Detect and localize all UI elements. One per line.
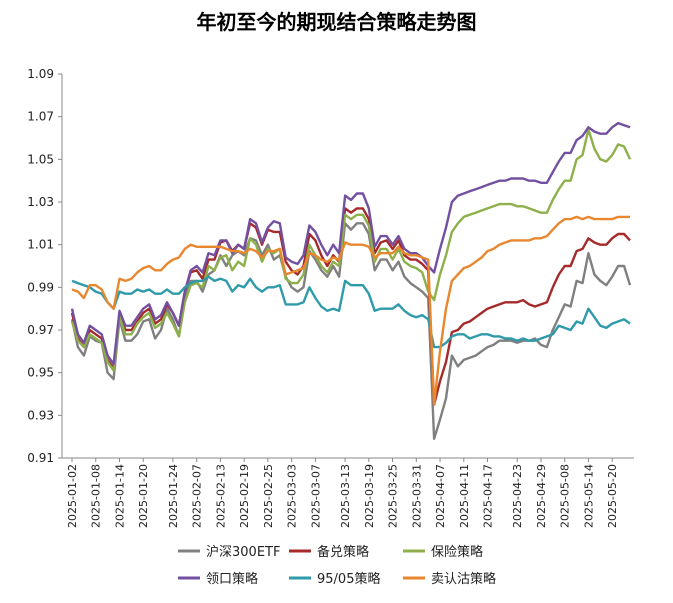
x-tick-label: 2025-01-20 [137,464,150,528]
x-tick-label: 2025-03-13 [339,464,352,528]
legend-label: 备兑策略 [317,544,369,560]
x-tick-label: 2025-01-24 [167,464,180,528]
series-line-3 [70,128,632,372]
y-tick-label: 0.91 [27,451,54,465]
y-tick-label: 1.05 [27,152,54,166]
x-tick-label: 2025-04-11 [458,464,471,528]
x-tick-label: 2025-02-13 [214,464,227,528]
y-tick-label: 1.01 [27,238,54,252]
series-line-4 [70,121,631,366]
y-tick-label: 0.99 [27,280,54,294]
x-tick-label: 2025-02-19 [238,464,251,528]
x-tick-label: 2025-03-03 [286,464,299,528]
chart-title: 年初至今的期现结合策略走势图 [196,10,477,34]
chart-series-lines [70,121,632,440]
y-tick-label: 1.03 [27,195,54,209]
legend-label: 沪深300ETF [206,544,280,560]
series-line-6 [71,215,630,406]
x-tick-label: 2025-01-08 [90,464,103,528]
x-tick-label: 2025-03-25 [387,464,400,528]
x-tick-label: 2025-04-17 [482,464,495,528]
x-tick-label: 2025-04-07 [434,464,447,528]
x-tick-label: 2025-04-23 [511,464,524,528]
y-tick-label: 0.97 [27,323,54,337]
y-tick-label: 1.09 [27,67,54,81]
x-tick-label: 2025-01-14 [113,464,126,528]
x-tick-label: 2025-05-20 [606,464,619,528]
x-tick-label: 2025-05-14 [582,464,595,528]
x-tick-label: 2025-03-07 [309,464,322,528]
y-tick-label: 1.07 [27,110,54,124]
x-tick-label: 2025-05-08 [559,464,572,528]
series-line-2 [70,207,631,406]
x-tick-label: 2025-03-19 [363,464,376,528]
legend-label: 95/05策略 [317,571,380,587]
y-tick-label: 0.95 [27,366,54,380]
x-tick-label: 2025-02-07 [191,464,204,528]
series-line-1 [70,222,632,440]
series-line-5 [71,275,631,349]
x-tick-label: 2025-02-25 [262,464,275,528]
x-tick-label: 2025-04-29 [535,464,548,528]
legend-label: 卖认沽策略 [431,571,496,587]
x-tick-label: 2025-01-02 [66,464,79,528]
legend-label: 领口策略 [206,571,258,587]
y-tick-label: 0.93 [27,408,54,422]
chart-axes: 0.91 0.93 0.95 0.97 0.99 1.01 1.03 1.05 1.07 1.09… [27,67,634,528]
x-tick-label: 2025-03-31 [410,464,423,528]
legend-label: 保险策略 [431,544,483,560]
